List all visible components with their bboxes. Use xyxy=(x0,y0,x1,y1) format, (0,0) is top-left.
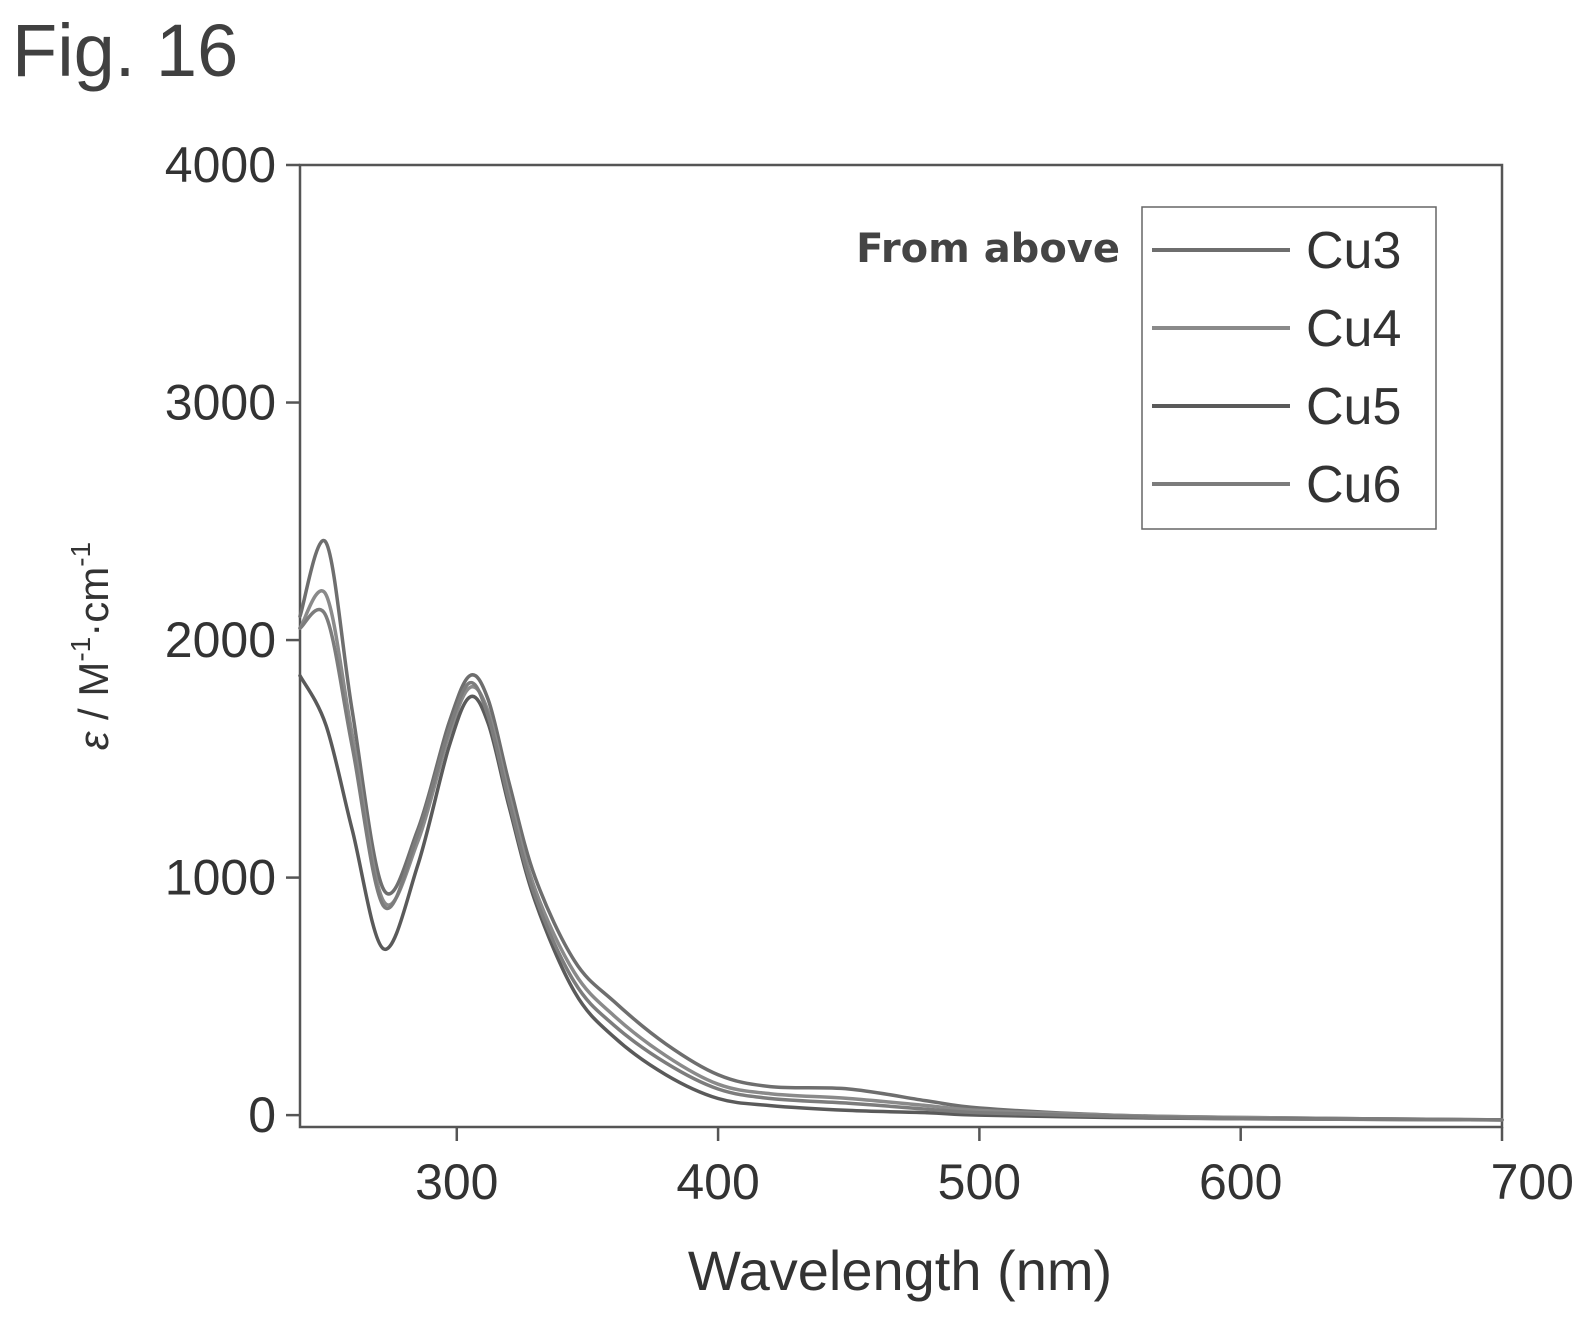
x-axis-ticks: 300 400 500 600 700 xyxy=(415,1127,1574,1210)
y-tick-label: 3000 xyxy=(165,375,276,431)
y-axis-symbol: ε xyxy=(70,731,117,750)
y-tick-label: 4000 xyxy=(165,137,276,193)
y-axis-unit-m-exponent: -1 xyxy=(65,637,96,662)
y-tick-label: 2000 xyxy=(165,612,276,668)
legend-note: From above xyxy=(856,226,1120,272)
legend-label-cu6: Cu6 xyxy=(1306,456,1401,514)
series-lines xyxy=(298,538,1504,1122)
x-tick-label: 300 xyxy=(415,1154,498,1210)
legend-box xyxy=(1141,206,1437,530)
legend-items: Cu3 Cu4 Cu5 Cu6 xyxy=(1152,222,1401,514)
series-line-cu5 xyxy=(298,673,1504,1122)
y-tick-label: 1000 xyxy=(165,850,276,906)
x-axis-title: Wavelength (nm) xyxy=(688,1239,1112,1302)
series-line-cu4 xyxy=(298,589,1504,1122)
legend-label-cu4: Cu4 xyxy=(1306,300,1401,358)
figure-label: Fig. 16 xyxy=(12,9,239,92)
y-axis-unit-cm: ·cm xyxy=(70,567,117,637)
x-tick-label: 400 xyxy=(676,1154,759,1210)
y-axis-unit-cm-exponent: -1 xyxy=(65,542,96,567)
x-tick-label: 600 xyxy=(1199,1154,1282,1210)
legend-label-cu3: Cu3 xyxy=(1306,222,1401,280)
x-tick-label: 500 xyxy=(938,1154,1021,1210)
y-axis-ticks: 0 1000 2000 3000 4000 xyxy=(165,137,300,1143)
legend-label-cu5: Cu5 xyxy=(1306,378,1401,436)
y-tick-label: 0 xyxy=(248,1087,276,1143)
series-line-cu3 xyxy=(298,538,1504,1122)
series-line-cu6 xyxy=(298,607,1504,1122)
y-axis-title: ε / M-1·cm-1 xyxy=(65,542,117,750)
legend: From above Cu3 Cu4 Cu5 Cu6 xyxy=(856,206,1437,530)
plot-frame xyxy=(298,163,1504,1129)
y-axis-unit-m: / M xyxy=(70,662,117,732)
x-tick-label: 700 xyxy=(1491,1154,1574,1210)
